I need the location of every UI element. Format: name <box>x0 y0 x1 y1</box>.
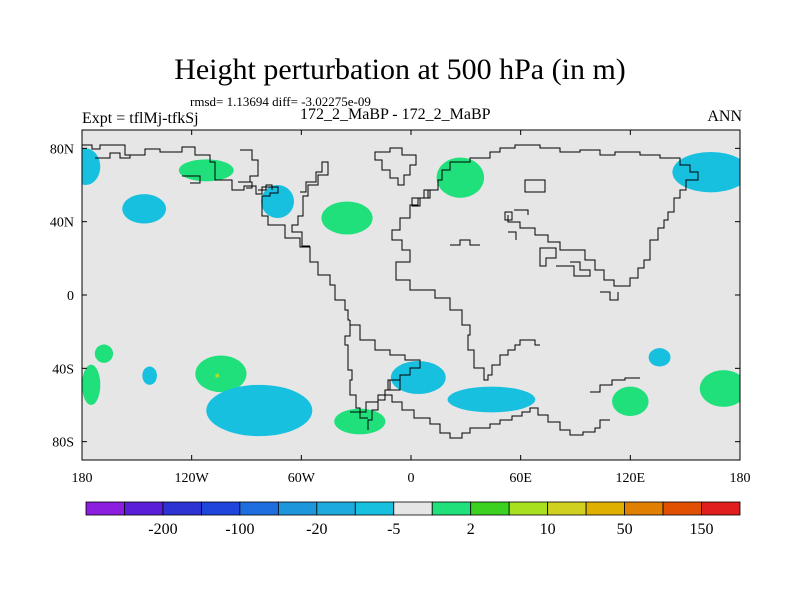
colorbar-swatch <box>585 501 625 516</box>
colorbar-swatch <box>124 501 164 516</box>
colorbar: -200 -100 -20 -5 2 10 50 150 <box>85 501 741 538</box>
x-tick-label: 120E <box>616 471 646 486</box>
contour-fill-layer <box>82 148 740 437</box>
colorbar-swatch <box>201 501 241 516</box>
contour-blob <box>699 370 740 407</box>
x-tick-label: 120W <box>175 471 210 486</box>
colorbar-swatch <box>431 501 472 516</box>
colorbar-label: -5 <box>387 521 400 538</box>
coastline-layer <box>82 144 699 439</box>
contour-blob <box>672 152 740 193</box>
colorbar-label: 10 <box>540 521 556 538</box>
colorbar-label: -20 <box>306 521 327 538</box>
x-tick-label: 0 <box>408 471 415 486</box>
colorbar-swatch <box>547 501 587 516</box>
colorbar-swatch <box>162 501 202 516</box>
contour-blob <box>390 361 446 394</box>
contour-blob <box>612 386 649 417</box>
x-tick-label: 60W <box>288 471 316 486</box>
contour-blob <box>261 185 295 218</box>
y-tick-label: 40N <box>50 216 74 231</box>
contour-blob <box>82 148 101 185</box>
colorbar-swatch <box>354 501 395 516</box>
colorbar-label: -200 <box>148 521 177 538</box>
contour-blob <box>94 344 114 363</box>
colorbar-label: 50 <box>617 521 633 538</box>
y-tick-label: 80N <box>50 142 74 157</box>
x-tick-label: 60E <box>509 471 532 486</box>
contour-blob <box>195 355 247 393</box>
colorbar-swatch <box>277 501 318 516</box>
axis-ticks: 180 120W 60W 0 60E 120E 180 80N 40N 0 40S 80S <box>50 130 751 486</box>
colorbar-swatch <box>393 501 433 516</box>
plot-title: Height perturbation at 500 hPa (in m) <box>174 53 626 86</box>
y-tick-label: 40S <box>52 362 74 377</box>
colorbar-swatch <box>701 501 741 516</box>
colorbar-label: 2 <box>467 521 475 538</box>
x-tick-label: 180 <box>730 471 751 486</box>
colorbar-swatch <box>85 501 125 516</box>
contour-blob <box>334 408 386 435</box>
colorbar-swatch <box>624 501 664 516</box>
experiment-label: Expt = tflMj-tfkSj <box>82 110 199 127</box>
contour-blob <box>82 364 101 406</box>
colorbar-swatch <box>662 501 702 516</box>
x-tick-label: 180 <box>72 471 93 486</box>
colorbar-label: -100 <box>225 521 254 538</box>
contour-blob <box>142 366 157 385</box>
contour-blob <box>206 384 313 437</box>
period-label: 172_2_MaBP - 172_2_MaBP <box>300 106 491 123</box>
colorbar-swatch <box>239 501 279 516</box>
colorbar-swatch <box>470 501 510 516</box>
y-tick-label: 0 <box>67 289 74 304</box>
contour-blob <box>436 157 485 198</box>
contour-blob <box>648 348 671 367</box>
value-marker <box>215 373 220 378</box>
y-tick-label: 80S <box>52 436 74 451</box>
contour-blob <box>122 194 167 224</box>
contour-blob <box>447 386 536 413</box>
stats-line: rmsd= 1.13694 diff= -3.02275e-09 <box>190 94 371 109</box>
colorbar-swatch <box>316 501 356 516</box>
contour-blob <box>178 159 234 182</box>
colorbar-swatch <box>508 501 549 516</box>
colorbar-label: 150 <box>690 521 714 538</box>
contour-blob <box>321 201 373 235</box>
marker-layer <box>215 373 220 378</box>
season-label: ANN <box>707 108 742 125</box>
